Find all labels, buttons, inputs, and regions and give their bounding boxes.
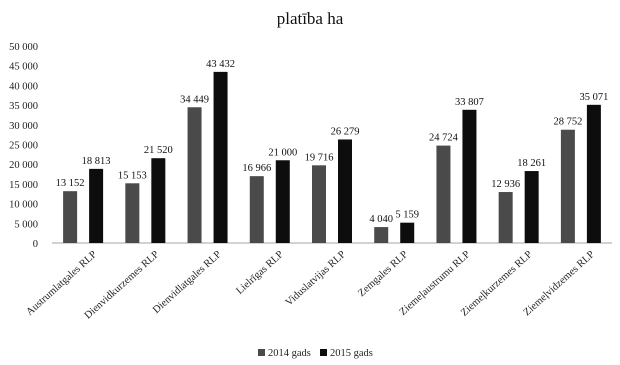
data-label: 43 432 — [206, 59, 235, 70]
data-label: 18 261 — [517, 158, 546, 169]
data-label: 21 000 — [268, 147, 297, 158]
data-label: 21 520 — [144, 145, 173, 156]
legend-swatch — [320, 349, 327, 356]
bar-2015 — [524, 171, 539, 243]
bar-2015 — [400, 222, 415, 243]
y-axis: 0 5 000 10 000 15 000 20 000 25 000 30 000 35 0… — [9, 42, 612, 250]
category-label: Dienvidlatgales RLP — [151, 249, 224, 316]
bar-2015 — [89, 168, 104, 243]
data-label: 5 159 — [395, 210, 419, 221]
data-label: 16 966 — [242, 163, 271, 174]
y-tick-label: 40 000 — [9, 81, 38, 92]
bar-2015 — [275, 160, 290, 243]
y-tick-label: 5 000 — [14, 219, 38, 230]
y-tick-label: 25 000 — [9, 141, 38, 152]
bar-2014 — [312, 165, 326, 243]
bars — [63, 71, 601, 244]
category-label: Zemgales RLP — [356, 249, 410, 299]
y-tick-label: 35 000 — [9, 101, 38, 112]
bar-2014 — [63, 191, 78, 243]
bar-2014 — [187, 107, 202, 244]
y-tick-label: 50 000 — [9, 42, 38, 53]
bar-2014 — [436, 145, 451, 243]
bar-2015 — [338, 139, 352, 243]
category-label: Lielrīgas RLP — [234, 249, 285, 297]
bar-2014 — [498, 192, 513, 243]
data-label: 18 813 — [82, 156, 111, 167]
legend-label: 2014 gads — [268, 348, 311, 359]
data-label: 28 752 — [553, 117, 582, 128]
data-label: 12 936 — [491, 179, 520, 190]
y-tick-label: 0 — [33, 239, 38, 250]
y-tick-label: 30 000 — [9, 121, 38, 132]
data-label: 35 071 — [579, 92, 608, 103]
bar-2015 — [586, 104, 601, 244]
data-label: 33 807 — [455, 97, 484, 108]
y-tick-label: 45 000 — [9, 62, 38, 73]
bar-2014 — [125, 183, 140, 243]
category-label: Ziemeļvidzemes RLP — [522, 249, 597, 318]
data-label: 24 724 — [429, 133, 459, 144]
category-label: Viduslatvijas RLP — [284, 249, 348, 309]
data-label: 26 279 — [331, 126, 360, 137]
bar-2014 — [249, 176, 264, 243]
bar-2015 — [462, 109, 477, 244]
legend-label: 2015 gads — [330, 348, 373, 359]
data-label: 13 152 — [56, 178, 85, 189]
y-tick-label: 10 000 — [9, 200, 38, 211]
bar-2015 — [151, 158, 166, 243]
legend: 2014 gads 2015 gads — [258, 348, 373, 359]
data-label: 19 716 — [305, 152, 334, 163]
bar-2014 — [374, 227, 389, 243]
bar-2015 — [213, 71, 228, 243]
data-label: 15 153 — [118, 170, 147, 181]
chart-title: platība ha — [277, 9, 344, 28]
y-tick-label: 15 000 — [9, 180, 38, 191]
y-tick-label: 20 000 — [9, 160, 38, 171]
bar-2014 — [560, 129, 575, 243]
data-label: 34 449 — [180, 94, 209, 105]
data-labels: 13 152 18 813 15 153 21 520 34 449 43 432 16 9… — [56, 59, 609, 225]
legend-swatch — [258, 349, 265, 356]
data-label: 4 040 — [369, 214, 393, 225]
